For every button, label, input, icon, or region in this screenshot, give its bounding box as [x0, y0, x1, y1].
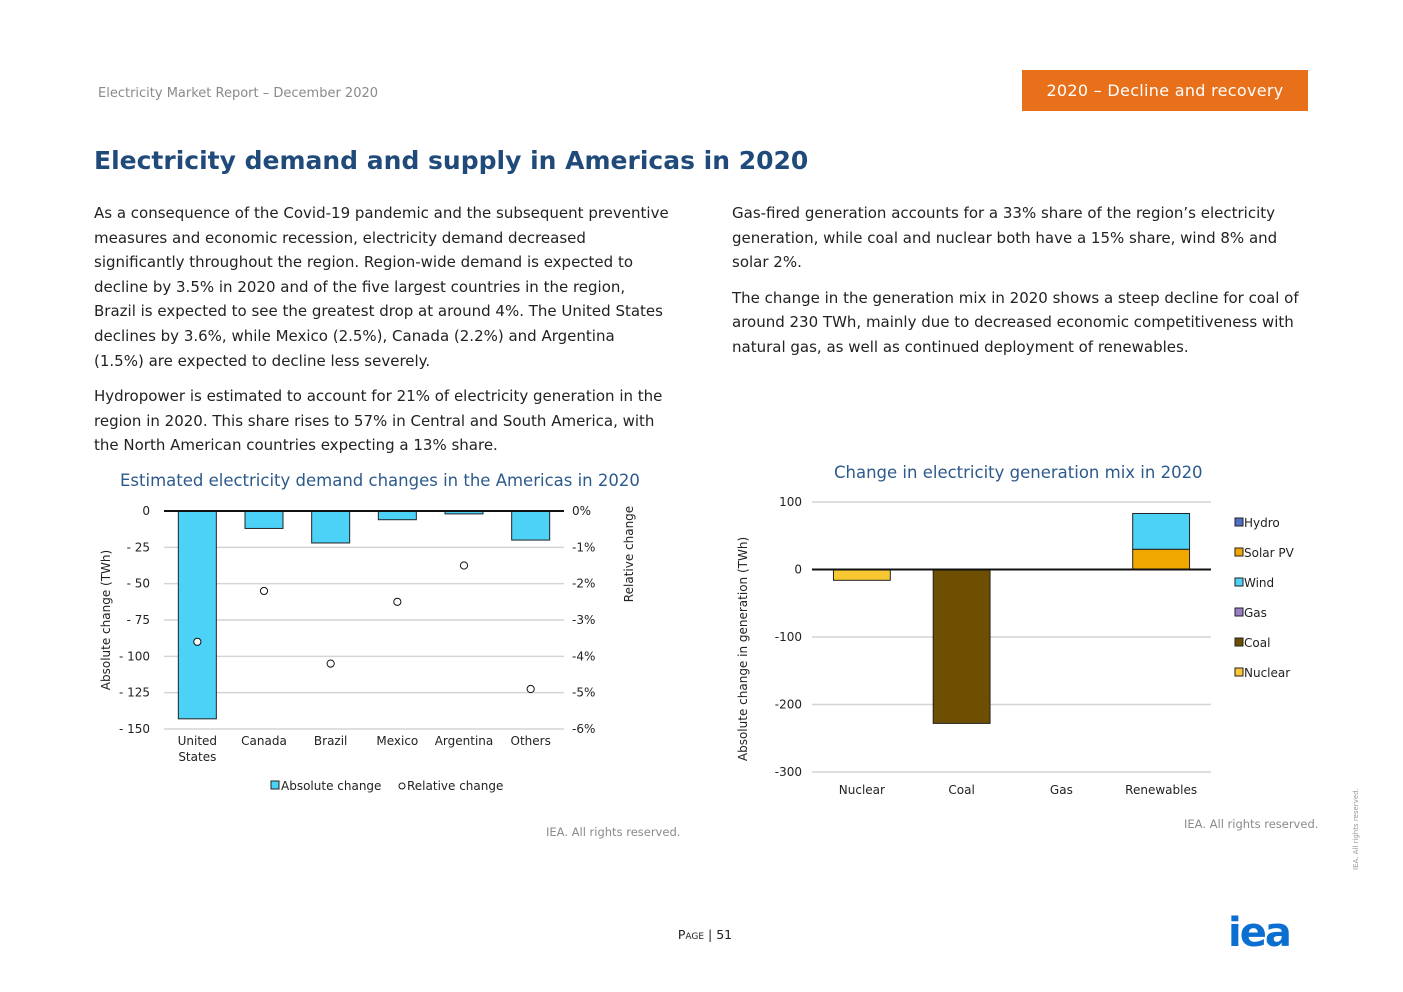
demand-chart-title: Estimated electricity demand changes in … — [120, 471, 640, 490]
legend-label-hydro: Hydro — [1244, 516, 1280, 530]
marker-relative-change — [259, 586, 269, 596]
x-tick-label: Mexico — [376, 734, 418, 748]
legend-label-absolute-change: Absolute change — [281, 779, 381, 793]
body-right-column: Gas-fired generation accounts for a 33% … — [732, 201, 1312, 371]
legend-label-solar-pv: Solar PV — [1244, 546, 1295, 560]
marker-relative-change — [326, 659, 335, 668]
y2-tick-label: -3% — [572, 613, 595, 627]
page-title: Electricity demand and supply in America… — [94, 146, 809, 175]
bar-absolute-change — [311, 510, 351, 544]
bar-segment-nuclear — [832, 569, 891, 581]
generation-chart-title: Change in electricity generation mix in … — [834, 463, 1203, 482]
bar-absolute-change — [511, 510, 551, 541]
y-axis-title: Absolute change in generation (TWh) — [736, 537, 750, 761]
iea-logo: iea — [1228, 912, 1292, 950]
bar-absolute-change — [377, 510, 417, 521]
report-title: Electricity Market Report – December 202… — [98, 86, 379, 101]
y-tick-label: -100 — [775, 630, 802, 644]
legend-swatch-wind — [1234, 577, 1244, 587]
y-tick-label: - 75 — [127, 613, 150, 627]
side-rights-note: IEA. All rights reserved. — [1352, 788, 1360, 870]
y-tick-label: -300 — [775, 765, 802, 779]
page-number: Page | 51 — [677, 927, 733, 942]
y-tick-label: 0 — [794, 563, 802, 577]
legend-label-relative-change: Relative change — [407, 779, 503, 793]
legend-label-gas: Gas — [1244, 606, 1267, 620]
y2-tick-label: -5% — [572, 686, 595, 700]
y-tick-label: - 150 — [119, 722, 150, 736]
legend-label-coal: Coal — [1244, 636, 1270, 650]
x-tick-label: Gas — [1050, 783, 1073, 797]
legend-swatch-relative-change — [398, 782, 406, 790]
y-axis-title: Absolute change (TWh) — [99, 550, 113, 690]
bar-segment-solar-pv — [1132, 548, 1191, 570]
generation-chart-credit: IEA. All rights reserved. — [1184, 817, 1319, 831]
logo-text: iea — [1228, 912, 1290, 950]
bar-absolute-change — [244, 510, 284, 529]
y-tick-label: - 125 — [119, 686, 150, 700]
x-tick-label: Others — [511, 734, 551, 748]
y2-tick-label: -6% — [572, 722, 595, 736]
y-tick-label: 100 — [779, 495, 802, 509]
legend-swatch-nuclear — [1234, 667, 1244, 677]
paragraph: Gas-fired generation accounts for a 33% … — [732, 204, 1278, 272]
y-tick-label: -200 — [775, 698, 802, 712]
page-number-value: 51 — [716, 927, 733, 942]
y2-tick-label: -2% — [572, 577, 595, 591]
x-tick-label: Argentina — [435, 734, 494, 748]
x-tick-label: Nuclear — [839, 783, 885, 797]
y2-tick-label: -1% — [572, 540, 595, 554]
y2-tick-label: 0% — [572, 504, 591, 518]
y2-axis-title: Relative change — [622, 506, 636, 602]
x-tick-label: United — [178, 734, 217, 748]
marker-relative-change — [193, 637, 202, 646]
legend-swatch-solar-pv — [1234, 547, 1244, 557]
x-tick-label: Brazil — [314, 734, 348, 748]
bar-segment-wind — [1132, 512, 1191, 550]
legend-swatch-coal — [1234, 637, 1244, 647]
marker-relative-change — [526, 684, 535, 694]
y-tick-label: - 25 — [127, 540, 150, 554]
demand-change-chart: 0 - 25 - 50 - 75 - 100 - 125 - 150 0% -1% -2% -3% -… — [99, 504, 636, 793]
demand-chart-credit: IEA. All rights reserved. — [546, 825, 681, 839]
legend-label-wind: Wind — [1244, 576, 1274, 590]
body-left-column: As a consequence of the Covid-19 pandemi… — [94, 201, 669, 469]
paragraph: The change in the generation mix in 2020… — [732, 288, 1299, 356]
page-label: Page — [677, 927, 705, 942]
chapter-tab: 2020 – Decline and recovery — [1022, 70, 1308, 111]
marker-relative-change — [393, 597, 402, 606]
bar-segment-coal — [932, 569, 991, 724]
legend-swatch-gas — [1234, 607, 1244, 617]
paragraph: Hydropower is estimated to account for 2… — [94, 387, 663, 455]
x-tick-label: Renewables — [1125, 783, 1197, 797]
x-tick-label: Coal — [948, 783, 974, 797]
paragraph: As a consequence of the Covid-19 pandemi… — [94, 204, 669, 370]
legend-label-nuclear: Nuclear — [1244, 666, 1290, 680]
x-tick-label: States — [178, 750, 216, 764]
generation-mix-chart: 100 0 -100 -200 -300 Nuclear Coal Gas Renewables… — [736, 495, 1295, 797]
y-tick-label: 0 — [142, 504, 150, 518]
bar-absolute-change — [177, 510, 217, 720]
y-tick-label: - 100 — [119, 649, 150, 663]
legend-swatch-hydro — [1234, 517, 1244, 527]
y2-tick-label: -4% — [572, 649, 595, 663]
marker-relative-change — [459, 561, 469, 570]
legend-swatch-absolute-change — [270, 780, 280, 790]
y-tick-label: - 50 — [127, 577, 150, 591]
x-tick-label: Canada — [241, 734, 287, 748]
